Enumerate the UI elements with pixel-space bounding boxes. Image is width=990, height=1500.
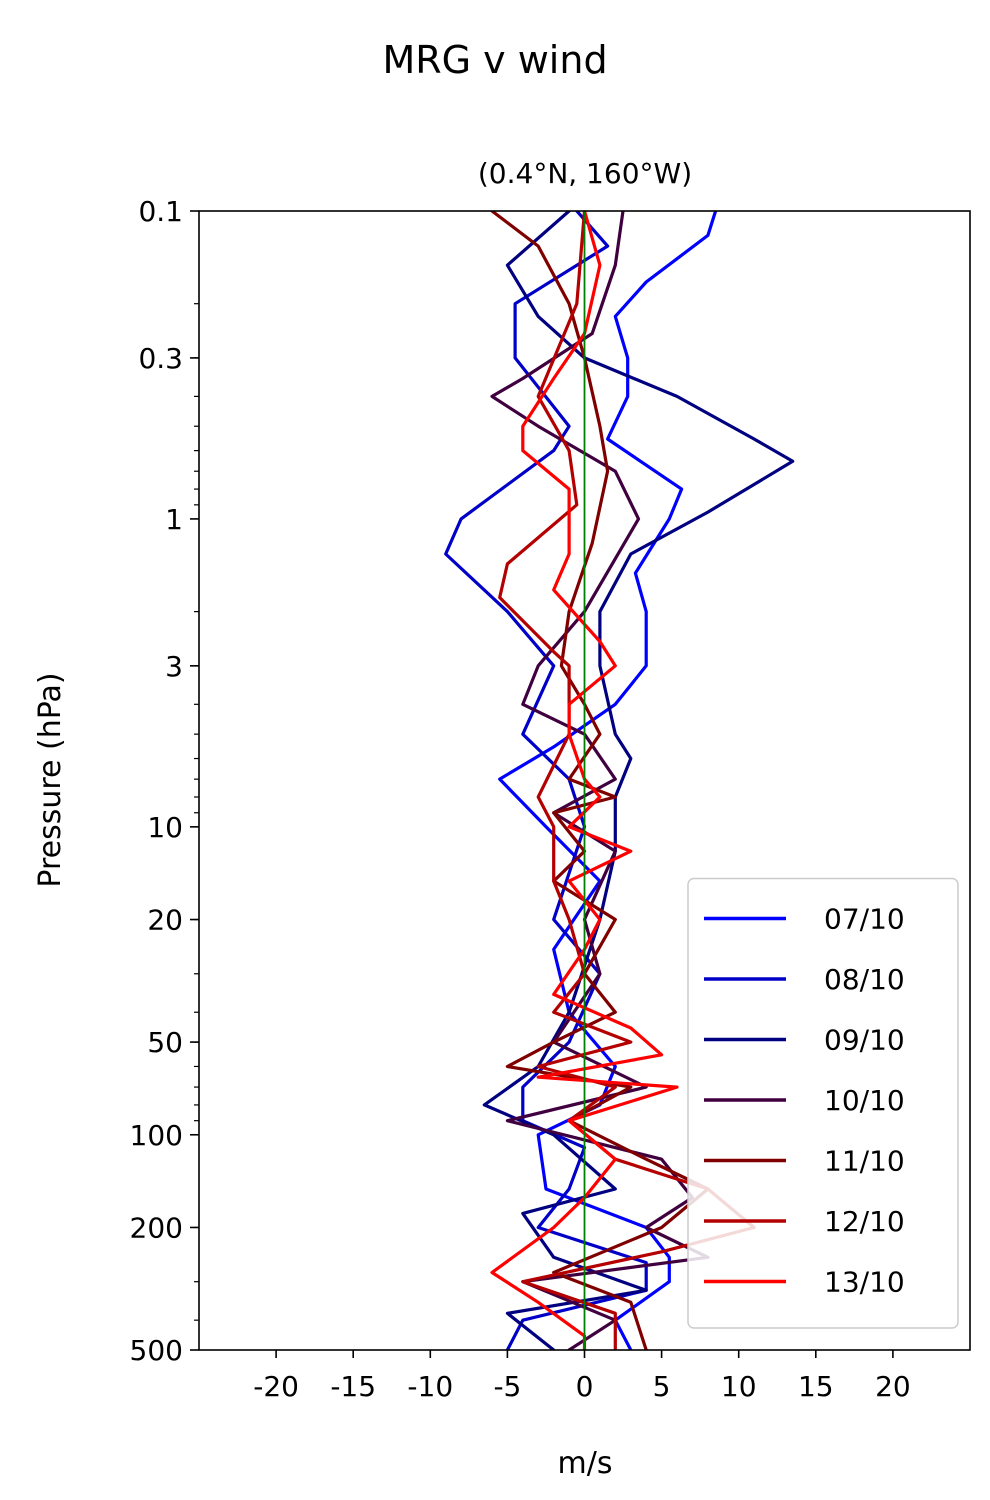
legend-label: 11/10 bbox=[824, 1145, 905, 1178]
plot-area: -20 -15 -10 -5 0 5 10 15 20 0.1 0.3 1 3 10 20 50 100 200 5… bbox=[130, 195, 971, 1403]
y-tick-label: 200 bbox=[130, 1211, 183, 1244]
y-tick-label: 3 bbox=[165, 650, 183, 683]
y-tick-label: 0.3 bbox=[138, 342, 183, 375]
x-axis-label: m/s bbox=[558, 1446, 613, 1481]
y-tick-label: 20 bbox=[147, 904, 183, 937]
x-tick-label: -10 bbox=[407, 1370, 453, 1403]
y-tick-label: 500 bbox=[130, 1334, 183, 1367]
x-tick-label: -5 bbox=[493, 1370, 521, 1403]
series-line-09-10 bbox=[482, 211, 795, 1350]
y-tick-label: 50 bbox=[147, 1026, 183, 1059]
chart-title: MRG v wind bbox=[382, 38, 607, 82]
x-tick-label: -15 bbox=[330, 1370, 376, 1403]
x-tick-label: 10 bbox=[721, 1370, 757, 1403]
series-group bbox=[444, 211, 795, 1350]
legend: 07/10 08/10 09/10 10/10 11/10 12/10 13/10 bbox=[687, 877, 959, 1329]
legend-label: 13/10 bbox=[824, 1266, 905, 1299]
legend-label: 12/10 bbox=[824, 1205, 905, 1238]
y-axis-label: Pressure (hPa) bbox=[33, 672, 68, 887]
x-tick-label: 15 bbox=[798, 1370, 834, 1403]
y-tick-label: 100 bbox=[130, 1119, 183, 1152]
series-line-13-10 bbox=[490, 211, 679, 1350]
legend-label: 09/10 bbox=[824, 1024, 905, 1057]
x-tick-label: 20 bbox=[875, 1370, 911, 1403]
x-tick-label: 5 bbox=[653, 1370, 671, 1403]
chart-subtitle: (0.4°N, 160°W) bbox=[478, 157, 692, 190]
legend-box bbox=[687, 877, 959, 1329]
x-tick-label: 0 bbox=[576, 1370, 594, 1403]
legend-label: 08/10 bbox=[824, 963, 905, 996]
y-tick-label: 1 bbox=[165, 503, 183, 536]
x-tick-label: -20 bbox=[253, 1370, 299, 1403]
legend-label: 10/10 bbox=[824, 1084, 905, 1117]
y-tick-label: 10 bbox=[147, 811, 183, 844]
y-tick-label: 0.1 bbox=[138, 195, 183, 228]
legend-label: 07/10 bbox=[824, 903, 905, 936]
